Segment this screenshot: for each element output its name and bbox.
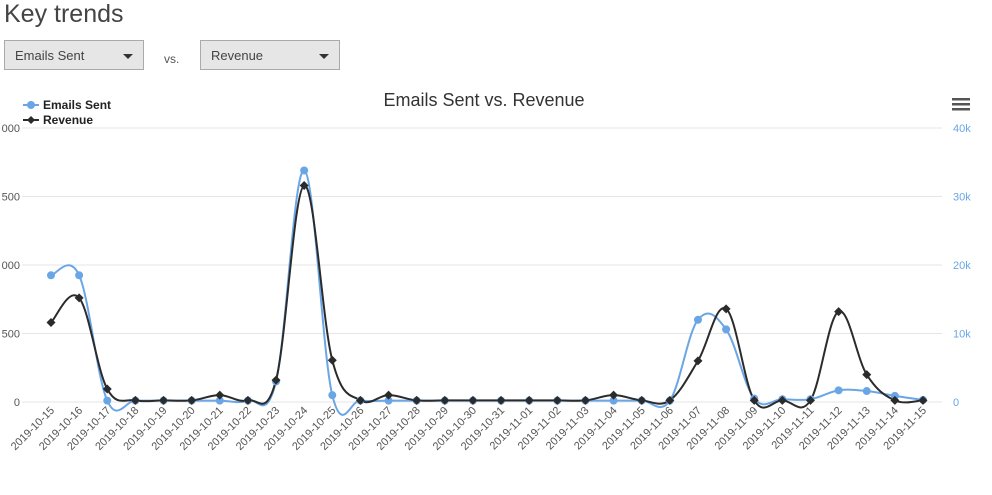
revenue-point[interactable]: [243, 395, 253, 405]
emails-sent-line: [50, 169, 924, 416]
revenue-point[interactable]: [159, 395, 169, 405]
emails-sent-point[interactable]: [215, 396, 224, 405]
revenue-point[interactable]: [862, 370, 872, 380]
x-axis-labels: 2019-10-152019-10-162019-10-172019-10-18…: [9, 405, 929, 453]
legend-marker-emails: [27, 101, 35, 109]
metric-select-left-value: Emails Sent: [15, 47, 85, 63]
emails-sent-point[interactable]: [300, 166, 309, 175]
chart-title: Emails Sent vs. Revenue: [383, 90, 584, 110]
revenue-point[interactable]: [524, 395, 534, 405]
revenue-point[interactable]: [384, 390, 394, 400]
metric-select-right-value: Revenue: [211, 47, 264, 63]
revenue-point[interactable]: [327, 355, 337, 365]
y-right-tick-label: 30k: [953, 192, 971, 204]
revenue-point[interactable]: [918, 395, 928, 405]
revenue-point[interactable]: [834, 307, 844, 317]
legend-label-revenue[interactable]: Revenue: [43, 113, 93, 127]
revenue-point[interactable]: [552, 395, 562, 405]
revenue-point[interactable]: [102, 384, 112, 394]
series-markers: [46, 166, 928, 405]
revenue-point[interactable]: [805, 395, 815, 405]
revenue-line: [50, 184, 924, 409]
revenue-point[interactable]: [693, 356, 703, 366]
y-left-tick-label: 500: [2, 192, 20, 204]
trend-chart: 000 500 000 500 0 40k 30k 20k 10k 0 2019-10-1520…: [2, 90, 972, 453]
series-lines: [50, 169, 924, 416]
emails-sent-point[interactable]: [722, 325, 731, 334]
revenue-point[interactable]: [187, 395, 197, 405]
y-right-tick-label: 40k: [953, 123, 971, 135]
emails-sent-point[interactable]: [862, 387, 871, 396]
y-right-tick-label: 20k: [953, 260, 971, 272]
chart-container: 000 500 000 500 0 40k 30k 20k 10k 0 2019-10-15 20…: [0, 80, 992, 490]
revenue-point[interactable]: [665, 395, 675, 405]
revenue-point[interactable]: [637, 395, 647, 405]
y-left-tick-label: 000: [2, 260, 20, 272]
revenue-point[interactable]: [890, 395, 900, 405]
revenue-point[interactable]: [299, 181, 309, 191]
hamburger-menu-icon[interactable]: [952, 98, 970, 111]
revenue-point[interactable]: [777, 395, 787, 405]
emails-sent-point[interactable]: [890, 391, 899, 400]
metric-select-right[interactable]: Revenue: [200, 40, 340, 70]
revenue-point[interactable]: [609, 390, 619, 400]
chevron-down-icon: [319, 54, 329, 59]
revenue-point[interactable]: [749, 395, 759, 405]
vs-label: vs.: [164, 52, 180, 66]
emails-sent-point[interactable]: [834, 386, 843, 395]
emails-sent-point[interactable]: [693, 315, 702, 324]
y-right-tick-label: 0: [953, 397, 959, 409]
revenue-point[interactable]: [74, 293, 84, 303]
emails-sent-point[interactable]: [103, 396, 112, 405]
y-left-tick-label: 0: [14, 397, 20, 409]
page-title: Key trends: [4, 0, 124, 28]
y-axis-right: 40k 30k 20k 10k 0: [953, 123, 971, 409]
revenue-point[interactable]: [468, 395, 478, 405]
legend-marker-revenue: [27, 116, 35, 124]
emails-sent-point[interactable]: [328, 391, 337, 400]
emails-sent-point[interactable]: [384, 396, 393, 405]
y-left-tick-label: 500: [2, 329, 20, 341]
revenue-point[interactable]: [496, 395, 506, 405]
revenue-point[interactable]: [721, 304, 731, 314]
revenue-point[interactable]: [271, 375, 281, 385]
revenue-point[interactable]: [440, 395, 450, 405]
revenue-point[interactable]: [215, 390, 225, 400]
emails-sent-point[interactable]: [47, 271, 55, 280]
revenue-point[interactable]: [46, 318, 56, 328]
revenue-point[interactable]: [580, 395, 590, 405]
metric-select-left[interactable]: Emails Sent: [4, 40, 144, 70]
emails-sent-point[interactable]: [609, 396, 618, 405]
y-right-tick-label: 10k: [953, 329, 971, 341]
grid: [22, 127, 942, 403]
revenue-point[interactable]: [130, 395, 140, 405]
revenue-point[interactable]: [412, 395, 422, 405]
legend[interactable]: Emails Sent Revenue: [23, 98, 111, 127]
y-left-tick-label: 000: [2, 123, 20, 135]
revenue-point[interactable]: [355, 395, 365, 405]
emails-sent-point[interactable]: [75, 271, 84, 280]
y-axis-left: 000 500 000 500 0: [2, 123, 20, 409]
chevron-down-icon: [123, 54, 133, 59]
legend-label-emails[interactable]: Emails Sent: [43, 98, 111, 112]
